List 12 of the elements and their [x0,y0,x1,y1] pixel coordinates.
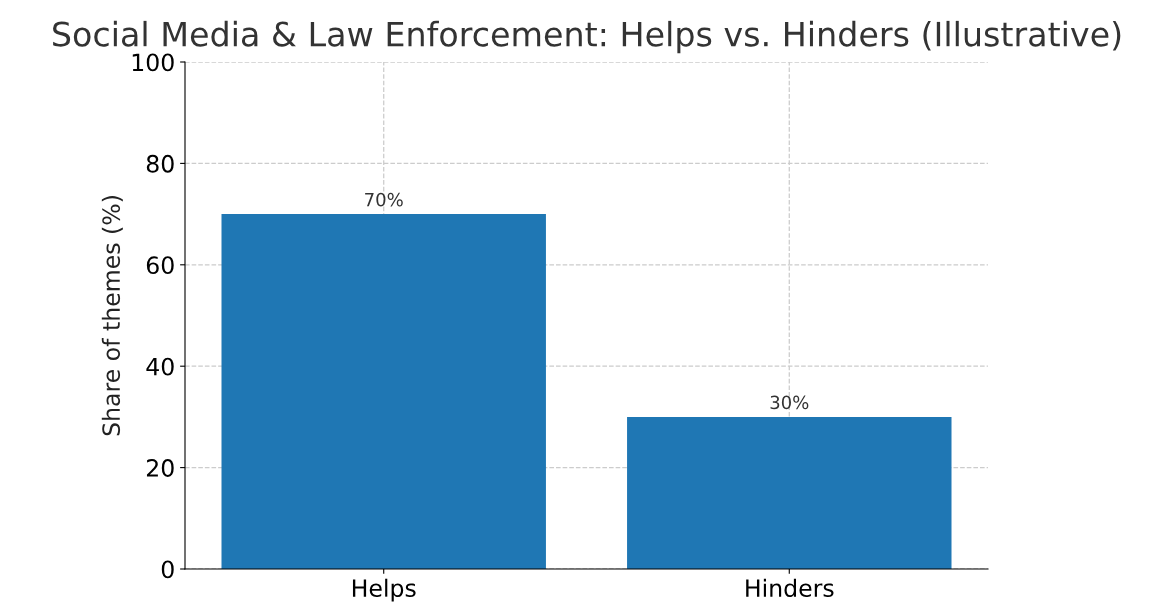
y-axis-title: Share of themes (%) [101,196,123,436]
x-tick-label: Hinders [746,578,834,597]
data-label: 70% [365,192,403,207]
y-tick-label: 80 [146,154,174,173]
chart-title: Social Media & Law Enforcement: Helps vs. Hinders (Illustrative) [53,20,1121,54]
y-tick-label: 40 [146,357,174,376]
x-tick-label: Helps [352,578,416,602]
y-tick-label: 100 [132,53,174,72]
y-tick-label: 20 [146,459,174,477]
data-label: 30% [770,395,809,410]
y-tick-label: 0 [161,560,174,579]
y-tick-label: 60 [146,256,174,275]
